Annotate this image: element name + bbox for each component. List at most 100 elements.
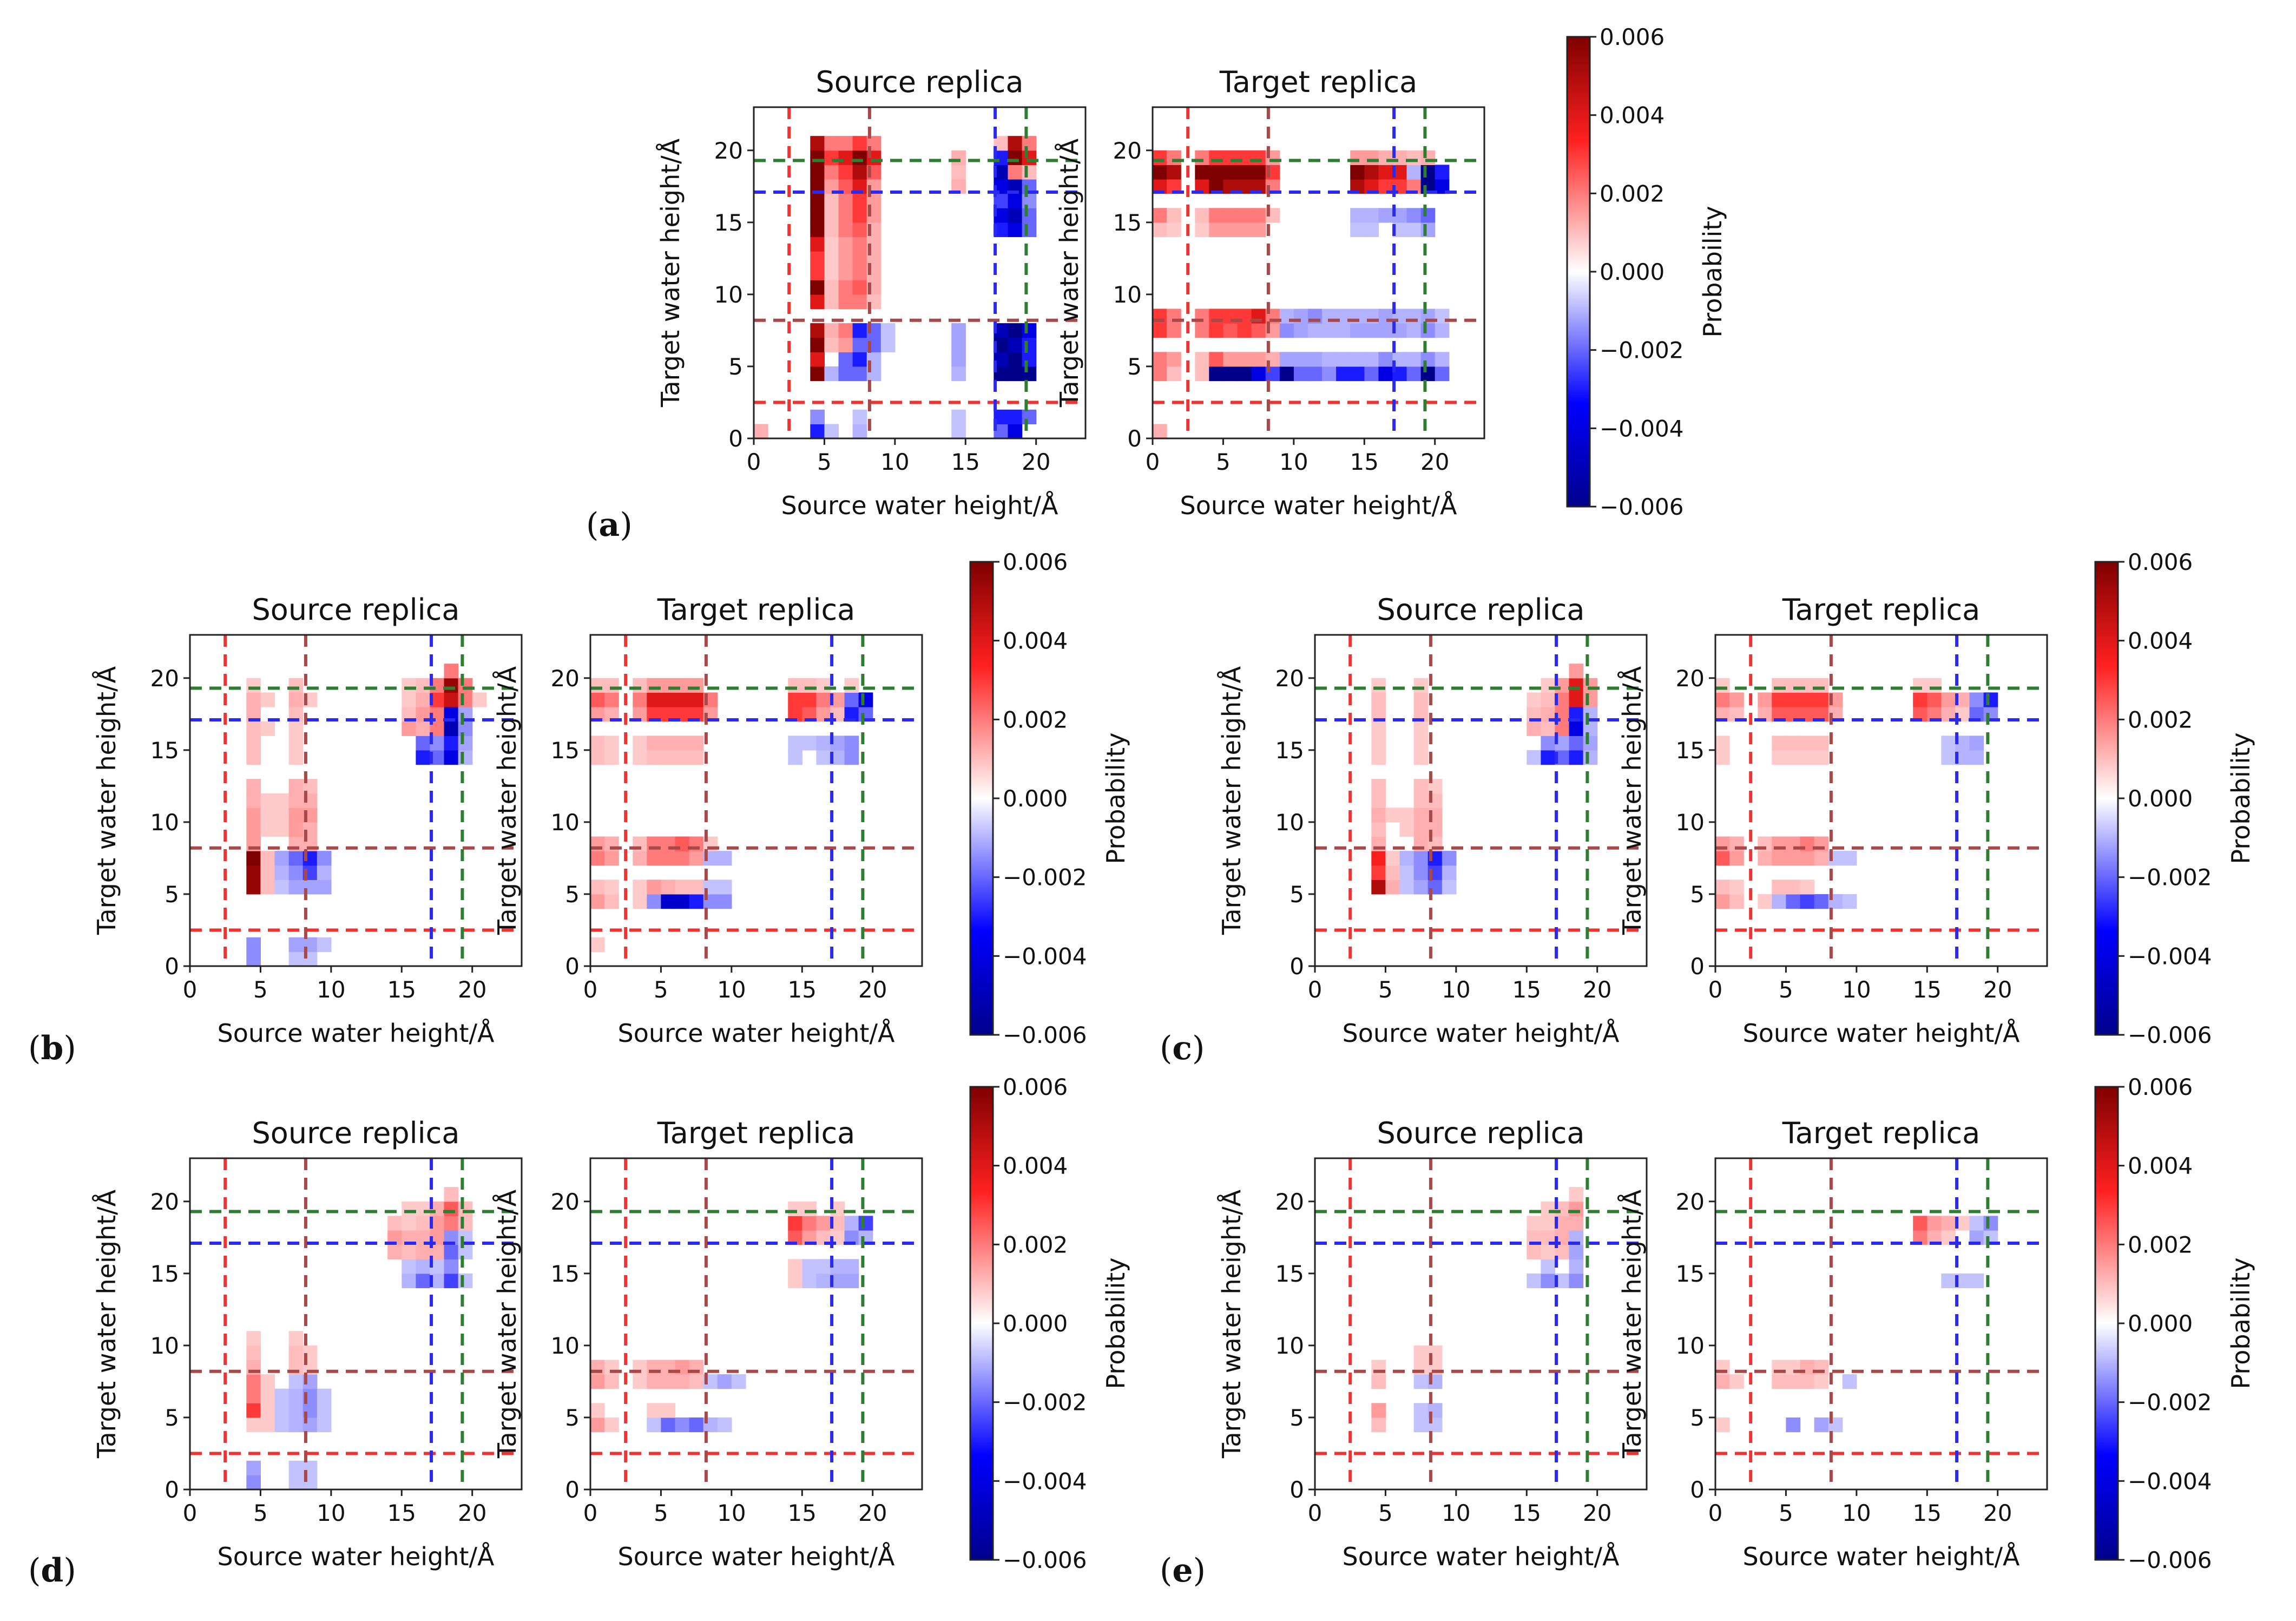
- y-tick-label: 15: [551, 1261, 580, 1287]
- heatmap-cell: [824, 193, 839, 208]
- heatmap-cell: [604, 692, 619, 707]
- heatmap-cell: [1442, 880, 1457, 895]
- heatmap-cell: [633, 1374, 647, 1389]
- y-tick-label: 5: [165, 881, 179, 908]
- heatmap-cell: [838, 280, 853, 295]
- colorbar-b: 0.006 0.004 0.002 0.000 −0.002 −0.004 −0.006 Pr…: [969, 549, 1130, 1048]
- heatmap-cell: [590, 894, 605, 909]
- x-axis-label: Source water height/Å: [218, 1019, 495, 1048]
- heatmap-cell: [1913, 692, 1927, 707]
- heatmap-cell: [1527, 1244, 1541, 1259]
- heatmap-cell: [444, 736, 459, 751]
- heatmap-cell: [288, 721, 304, 736]
- heatmap-cell: [1569, 1187, 1584, 1202]
- heatmap-cell: [1406, 366, 1422, 382]
- heatmap-cell: [288, 692, 304, 707]
- axes-frame: [1152, 106, 1485, 439]
- heatmap-cell: [1729, 692, 1744, 707]
- y-tick-label: 20: [551, 1189, 580, 1215]
- heatmap-cell: [675, 736, 690, 751]
- heatmap-cell: [444, 750, 459, 765]
- heatmap-cell: [824, 237, 839, 252]
- heatmap-cell: [288, 1475, 304, 1490]
- heatmap-cell: [1583, 721, 1598, 736]
- x-tick-label: 5: [1779, 976, 1793, 1003]
- heatmap-cell: [647, 880, 661, 895]
- x-tick-label: 15: [951, 449, 980, 475]
- heatmap-cell: [1371, 721, 1386, 736]
- x-axis-label: Source water height/Å: [218, 1542, 495, 1571]
- heatmap-cell: [824, 424, 839, 439]
- heatmap-cell: [824, 165, 839, 180]
- x-tick-label: 20: [1983, 976, 2012, 1003]
- heatmap-cell: [317, 865, 332, 880]
- heatmap-cell: [1195, 323, 1209, 338]
- x-tick-label: 20: [1983, 1500, 2012, 1526]
- heatmap-cell: [717, 880, 732, 895]
- heatmap-cell: [246, 1417, 261, 1433]
- heatmap-cell: [1209, 366, 1223, 382]
- heatmap-cell: [604, 880, 619, 895]
- heatmap-cell: [1541, 1216, 1556, 1231]
- heatmap-cell: [288, 1417, 304, 1433]
- heatmap-cell: [824, 136, 839, 151]
- heatmap-cell: [788, 692, 802, 707]
- heatmap-cell: [852, 352, 867, 367]
- heatmap-cell: [1399, 865, 1415, 880]
- x-tick-label: 10: [317, 1500, 345, 1526]
- colorbar-tick-label: 0.002: [1003, 1231, 1068, 1258]
- x-tick-label: 10: [1279, 449, 1308, 475]
- heatmap-cell: [810, 251, 825, 266]
- x-tick-label: 0: [583, 976, 598, 1003]
- heatmap-cell: [590, 750, 605, 765]
- heatmap-cell: [1969, 1216, 1984, 1231]
- heatmap-cell: [1786, 750, 1801, 765]
- heatmap-cell: [590, 1403, 605, 1418]
- heatmap-cell: [951, 323, 966, 338]
- heatmap-cell: [1413, 1417, 1429, 1433]
- heatmap-cell: [604, 851, 619, 866]
- heatmap-cell: [246, 721, 261, 736]
- heatmap-cell: [1167, 366, 1181, 382]
- heatmap-cell: [675, 880, 690, 895]
- heatmap-cell: [1008, 208, 1023, 223]
- x-tick-label: 10: [717, 1500, 746, 1526]
- heatmap-cell: [1786, 851, 1801, 866]
- heatmap-cell: [1322, 323, 1337, 338]
- y-tick-label: 20: [551, 665, 580, 692]
- heatmap-cell: [675, 851, 690, 866]
- heatmap-cell: [1153, 323, 1167, 338]
- heatmap-cell: [1195, 165, 1209, 180]
- heatmap-cell: [1307, 366, 1323, 382]
- heatmap-cell: [1527, 692, 1541, 707]
- heatmap-cell: [1969, 736, 1984, 751]
- heatmap-cell: [788, 750, 802, 765]
- y-tick-label: 15: [714, 209, 743, 236]
- heatmap-cell: [1772, 692, 1786, 707]
- heatmap-cell: [246, 1475, 261, 1490]
- heatmap-cell: [1420, 165, 1436, 180]
- heatmap-cell: [274, 865, 290, 880]
- heatmap-cell: [788, 1259, 802, 1274]
- heatmap-cell: [1371, 865, 1386, 880]
- colorbar-tick-label: −0.002: [2128, 864, 2212, 891]
- x-tick-label: 5: [1216, 449, 1231, 475]
- heatmap-cell: [1413, 1345, 1429, 1361]
- heatmap-cell: [1406, 208, 1422, 223]
- x-tick-label: 5: [1378, 1500, 1393, 1526]
- axes-frame: [753, 106, 1087, 439]
- heatmap-cell: [1435, 352, 1450, 367]
- heatmap-cell: [661, 1417, 676, 1433]
- subplot-title-source: Source replica: [1377, 593, 1585, 627]
- y-tick-label: 10: [714, 281, 743, 308]
- heatmap-cell: [810, 193, 825, 208]
- heatmap-cell: [1371, 808, 1386, 823]
- heatmap-cell: [717, 1374, 732, 1389]
- heatmap-cell: [604, 894, 619, 909]
- x-tick-label: 10: [880, 449, 909, 475]
- heatmap-cell: [260, 692, 275, 707]
- heatmap-cell: [472, 692, 487, 707]
- heatmap-cell: [951, 352, 966, 367]
- heatmap-cell: [1569, 678, 1584, 693]
